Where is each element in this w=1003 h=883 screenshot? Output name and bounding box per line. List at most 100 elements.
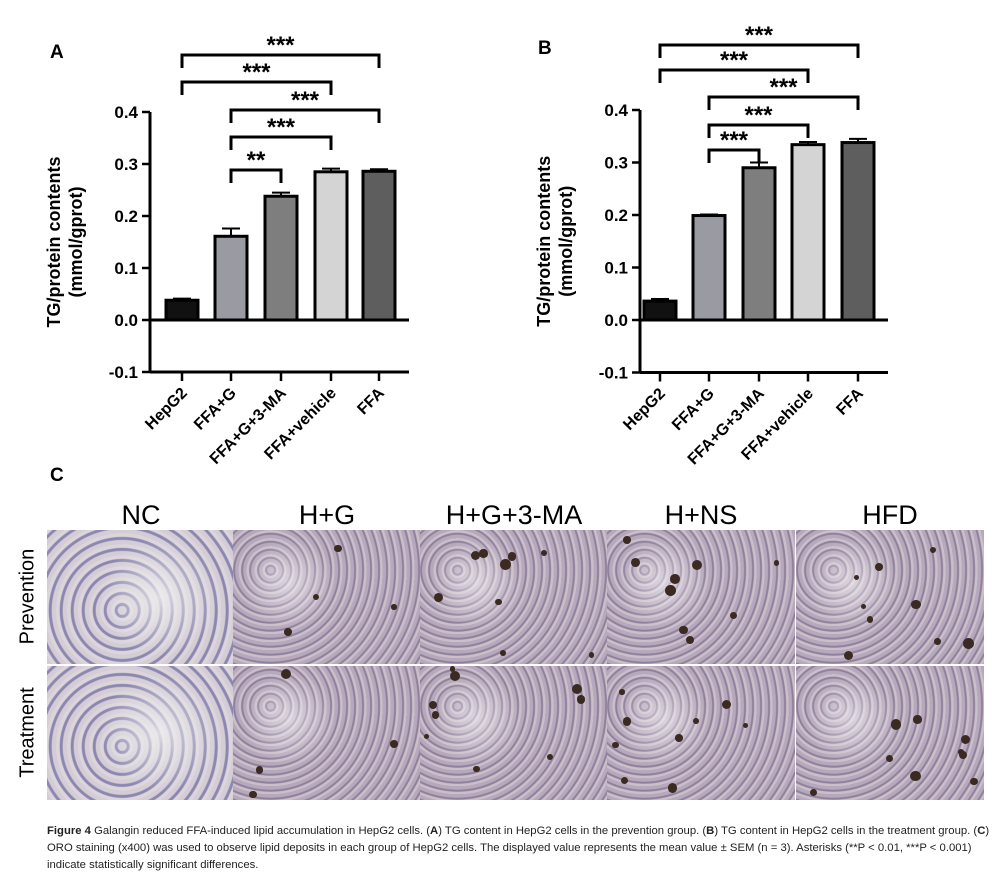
lipid-droplet (773, 560, 780, 566)
lipid-droplet (473, 765, 480, 772)
significance-stars: *** (720, 47, 749, 74)
lipid-droplet (743, 722, 749, 728)
significance-stars: *** (291, 87, 320, 114)
lipid-droplet (910, 770, 922, 782)
y-tick-label: 0.1 (114, 259, 138, 278)
significance-bracket (707, 123, 810, 138)
x-tick-label: FFA (354, 384, 388, 418)
lipid-droplet (959, 751, 968, 760)
figure-caption: Figure 4 Galangin reduced FFA-induced li… (47, 823, 997, 874)
micrograph-h-ns-prevention (607, 530, 795, 664)
caption-text: ) ORO staining (x400) was used to observ… (47, 825, 990, 871)
lipid-droplet (685, 635, 694, 644)
y-tick-label: 0.3 (604, 154, 628, 173)
x-tick-label: FFA+G (191, 385, 240, 434)
y-tick-label: 0.2 (114, 207, 138, 226)
caption-figure-label: Figure 4 (47, 825, 91, 837)
lipid-droplet (433, 592, 443, 602)
significance-bracket (180, 80, 333, 95)
lipid-droplet (571, 684, 582, 695)
lipid-droplet (391, 604, 397, 610)
significance-bracket (229, 168, 283, 183)
lipid-droplet (312, 593, 320, 601)
lipid-droplet (255, 765, 264, 774)
lipid-droplet (933, 638, 941, 645)
lipid-droplet (507, 552, 517, 561)
lipid-droplet (495, 599, 502, 606)
lipid-droplet (576, 694, 586, 704)
micrograph-h-ns-treatment (607, 666, 795, 800)
chart-a: 0.4 0.3 0.2 0.1 0.0 -0.1 TG/protein contents (m… (44, 32, 409, 468)
y-tick-label: 0.0 (604, 311, 628, 330)
significance-bracket (658, 68, 810, 83)
lipid-droplet (860, 603, 866, 609)
lipid-droplet (620, 777, 629, 785)
significance-bracket (707, 148, 761, 163)
significance-bracket (707, 95, 860, 110)
panel-label-b: B (538, 38, 552, 59)
lipid-droplet (962, 638, 974, 650)
column-header: H+G+3-MA (445, 500, 583, 530)
y-axis-title: TG/protein contents (44, 157, 64, 328)
significance-stars: *** (769, 74, 798, 101)
lipid-droplet (691, 559, 703, 571)
significance-stars: *** (745, 22, 774, 49)
lipid-droplet (866, 616, 874, 623)
caption-ref-a: A (430, 825, 439, 837)
caption-text: ) TG content in HepG2 cells in the preve… (438, 825, 707, 837)
lipid-droplet (622, 716, 632, 726)
significance-stars: *** (266, 32, 295, 59)
column-header: H+G (298, 500, 356, 530)
y-tick-label: 0.4 (114, 103, 138, 122)
lipid-droplet (619, 689, 625, 695)
lipid-droplet (431, 710, 440, 719)
significance-stars: *** (720, 127, 749, 154)
bar-ffa-vehicle (790, 143, 826, 322)
lipid-droplet (450, 670, 461, 681)
lipid-droplet (665, 585, 677, 596)
significance-stars: ** (247, 147, 266, 174)
micrograph-h-g-treatment (233, 666, 421, 800)
y-tick-label: 0.2 (604, 206, 628, 225)
panel-label-a: A (50, 42, 64, 63)
lipid-droplet (423, 733, 430, 740)
micrograph-h-g-3-ma-prevention (420, 530, 608, 664)
bar-hepg2 (642, 299, 678, 322)
lipid-droplet (670, 574, 680, 584)
lipid-droplet (929, 546, 937, 553)
lipid-droplet (623, 536, 631, 544)
significance-bracket (180, 53, 381, 68)
lipid-droplet (284, 628, 292, 636)
significance-bracket (229, 135, 333, 150)
y-axis-title: TG/protein contents (534, 156, 554, 327)
bar-ffa-g (691, 214, 727, 322)
bar-ffa (840, 141, 876, 322)
bar-ffa-g-3-ma (741, 166, 777, 322)
micrograph-h-g-3-ma-treatment (420, 666, 608, 800)
significance-stars: *** (267, 114, 296, 141)
y-axis-subtitle: (mmol/gprot) (66, 187, 86, 298)
lipid-droplet (693, 718, 699, 724)
bar-ffa-vehicle (313, 170, 349, 322)
row-label: Prevention (16, 548, 39, 645)
row-label: Treatment (16, 687, 39, 778)
y-tick-label: 0.0 (114, 311, 138, 330)
lipid-droplet (479, 549, 488, 558)
y-tick-label: -0.1 (109, 363, 138, 382)
lipid-droplet (667, 783, 678, 793)
x-tick-label: HepG2 (620, 385, 669, 434)
caption-ref-c: C (977, 825, 986, 837)
y-tick-label: 0.1 (604, 259, 628, 278)
lipid-droplet (499, 650, 506, 657)
micrograph-hfd-prevention (796, 530, 984, 664)
micrograph-h-g-prevention (233, 530, 421, 664)
y-tick-label: 0.4 (604, 101, 628, 120)
lipid-droplet (960, 734, 971, 745)
column-header: H+NS (664, 500, 738, 530)
lipid-droplet (891, 719, 902, 730)
x-tick-label: FFA (833, 385, 867, 419)
lipid-droplet (540, 549, 548, 557)
lipid-droplet (911, 599, 921, 610)
chart-b: 0.4 0.3 0.2 0.1 0.0 -0.1 TG/protein contents (m… (534, 22, 888, 468)
lipid-droplet (674, 734, 683, 742)
